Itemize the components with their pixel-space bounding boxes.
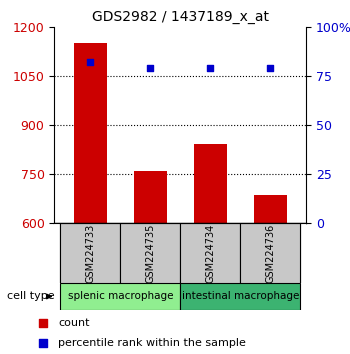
Text: GSM224734: GSM224734 (205, 223, 215, 283)
FancyBboxPatch shape (180, 283, 300, 310)
FancyBboxPatch shape (60, 283, 180, 310)
Text: percentile rank within the sample: percentile rank within the sample (58, 338, 246, 348)
Text: splenic macrophage: splenic macrophage (68, 291, 173, 302)
Point (40, 340, 46, 346)
FancyBboxPatch shape (60, 223, 300, 283)
Text: intestinal macrophage: intestinal macrophage (182, 291, 299, 302)
FancyBboxPatch shape (180, 223, 240, 283)
Point (88, 59, 93, 65)
Point (208, 65, 213, 71)
Title: GDS2982 / 1437189_x_at: GDS2982 / 1437189_x_at (92, 10, 269, 24)
Bar (254, 195, 287, 223)
FancyBboxPatch shape (60, 223, 120, 283)
Bar (194, 144, 227, 223)
Point (147, 65, 153, 71)
Text: GSM224733: GSM224733 (85, 223, 95, 283)
Text: cell type: cell type (7, 291, 55, 302)
FancyBboxPatch shape (120, 223, 180, 283)
Point (267, 65, 273, 71)
Text: GSM224736: GSM224736 (265, 223, 275, 283)
Text: count: count (58, 318, 90, 328)
Text: GSM224735: GSM224735 (145, 223, 155, 283)
Point (40, 320, 46, 326)
FancyBboxPatch shape (240, 223, 300, 283)
Bar (74, 43, 107, 223)
Bar (134, 171, 167, 223)
